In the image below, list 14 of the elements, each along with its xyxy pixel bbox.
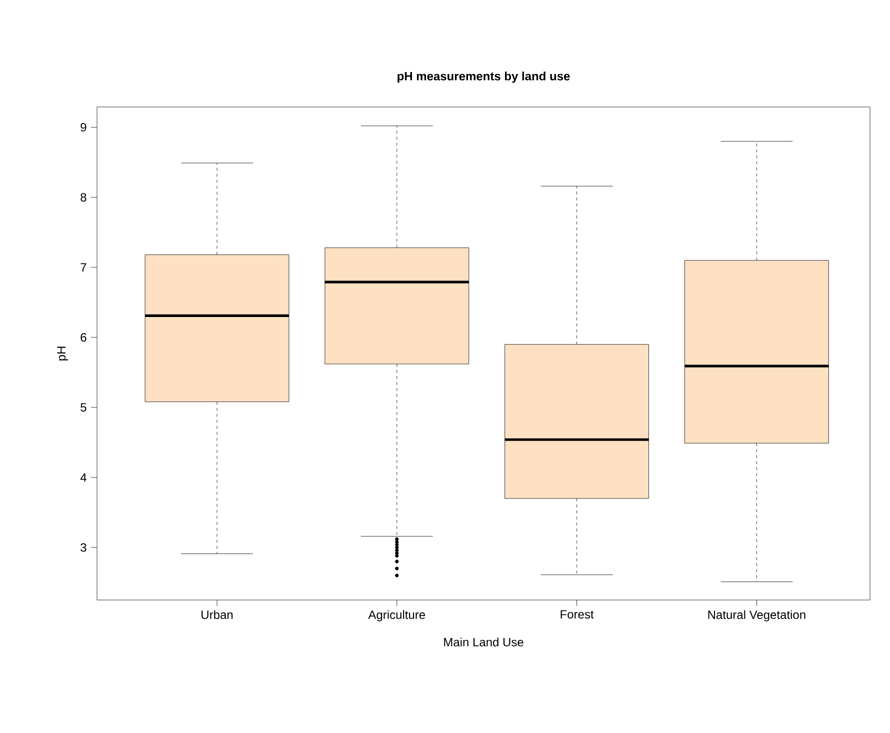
y-tick-label: 9 [80,123,86,132]
y-tick-label: 7 [80,263,86,272]
x-tick-label: Urban [202,610,233,620]
y-axis-title: pH [57,346,68,360]
x-axis-title: Main Land Use [444,638,524,646]
y-tick-label: 8 [80,193,86,202]
x-tick-label: Natural Vegetation [708,610,806,622]
y-tick-label: 3 [80,543,86,552]
y-tick-label: 4 [80,473,86,482]
x-tick-label: Agriculture [368,610,426,622]
y-tick-label: 5 [80,403,86,412]
chart-title: pH measurements by land use [398,72,570,83]
x-tick-label: Forest [560,610,594,619]
y-tick-label: 6 [80,333,86,342]
